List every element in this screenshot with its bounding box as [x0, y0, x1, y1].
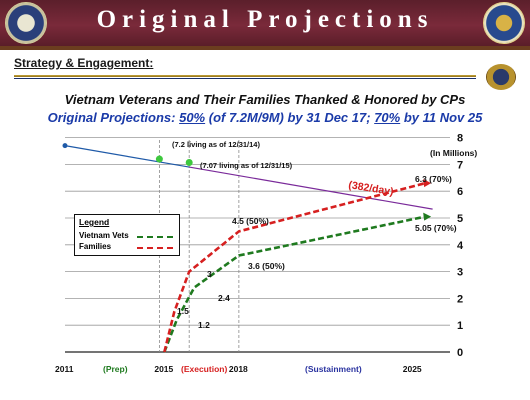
legend-swatch-vets: [137, 236, 173, 238]
gold-rule: [14, 75, 476, 77]
header-divider: [0, 46, 530, 50]
y-tick-label-8: 8: [457, 133, 463, 145]
families-label-1.5: 1.5: [177, 306, 189, 316]
commemoration-seal-logo: [483, 2, 525, 44]
slide-title: Original Projections: [96, 6, 434, 33]
series-arrowhead-vets: [423, 212, 432, 221]
families-label-4.5: 4.5 (50%): [232, 216, 269, 226]
chart-title: Vietnam Veterans and Their Families Than…: [64, 92, 466, 107]
legend-label-families: Families: [79, 242, 112, 251]
population-line-early: [64, 145, 190, 168]
legend-box: Legend Vietnam Vets Families: [74, 214, 180, 256]
x-tick-label-2011: 2011: [55, 364, 74, 374]
legend-swatch-families: [137, 247, 173, 249]
y-tick-label-0: 0: [457, 347, 463, 359]
population-marker-label-1: (7.07 living as of 12/31/15): [200, 161, 293, 170]
subtitle-suffix: by 11 Nov 25: [400, 110, 483, 125]
x-tick-label-2018: 2018: [229, 364, 248, 374]
subtitle-middle: (of 7.2M/9M) by 31 Dec 17;: [205, 110, 375, 125]
families-label-6.3: 6.3 (70%): [415, 174, 452, 184]
series-line-vets: [163, 215, 426, 353]
chart-subtitle: Original Projections: 50% (of 7.2M/9M) b…: [0, 110, 530, 125]
y-unit-label: (In Millions): [430, 148, 477, 158]
phase-label-1: (Execution): [181, 364, 227, 374]
subtitle-pct-2017: 50%: [179, 110, 206, 125]
title-bar: Original Projections: [0, 0, 530, 46]
y-tick-label-4: 4: [457, 240, 464, 252]
section-subheading: Strategy & Engagement:: [14, 56, 154, 70]
series-line-families: [163, 181, 426, 353]
y-tick-label-7: 7: [457, 159, 463, 171]
legend-title: Legend: [79, 217, 110, 227]
y-tick-label-6: 6: [457, 186, 463, 198]
subtitle-pct-2025: 70%: [374, 110, 401, 125]
emblem-badge: [486, 64, 516, 90]
population-marker-1: [185, 159, 193, 167]
series-arrowhead-families: [423, 179, 432, 188]
x-tick-label-2015: 2015: [154, 364, 173, 374]
y-tick-label-1: 1: [457, 320, 463, 332]
population-marker-0: [155, 155, 163, 163]
population-start-point: [62, 143, 68, 149]
phase-label-2: (Sustainment): [305, 364, 362, 374]
phase-label-0: (Prep): [103, 364, 128, 374]
blue-rule: [14, 78, 476, 79]
families-label-3: 3: [207, 269, 212, 279]
subtitle-prefix: Original Projections:: [47, 110, 180, 125]
population-marker-label-0: (7.2 living as of 12/31/14): [172, 140, 260, 149]
x-tick-label-2025: 2025: [403, 364, 422, 374]
legend-label-vets: Vietnam Vets: [79, 231, 129, 240]
vets-label-2.4: 2.4: [218, 293, 230, 303]
vets-label-3.6: 3.6 (50%): [248, 261, 285, 271]
vets-label-1.2: 1.2: [198, 320, 210, 330]
population-line-late: [189, 166, 433, 210]
y-tick-label-2: 2: [457, 293, 463, 305]
y-tick-label-3: 3: [457, 267, 463, 279]
dod-seal-logo: [5, 2, 47, 44]
vets-label-5.05: 5.05 (70%): [415, 223, 457, 233]
y-tick-label-5: 5: [457, 213, 463, 225]
